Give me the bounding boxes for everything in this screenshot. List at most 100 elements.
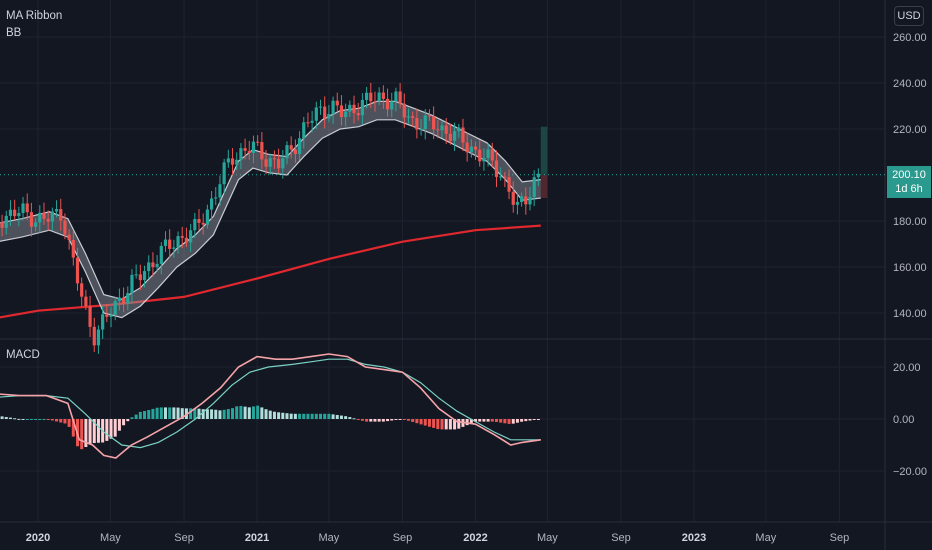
candle-body: [452, 131, 457, 141]
ma-long-line: [0, 224, 541, 319]
candle-body: [222, 162, 226, 185]
macd-histogram-bar: [360, 419, 364, 421]
candle-body: [323, 106, 327, 119]
candle-body: [226, 158, 230, 163]
macd-histogram-bar: [423, 419, 427, 426]
candle-body: [17, 212, 21, 217]
time-axis-label: 2022: [463, 532, 487, 544]
candle-body: [356, 113, 360, 116]
macd-histogram-bar: [310, 413, 314, 419]
candle-body: [193, 219, 197, 231]
macd-histogram-bar: [390, 419, 394, 421]
legend-macd[interactable]: MACD: [6, 349, 40, 361]
macd-histogram-bar: [214, 409, 218, 419]
candle-body: [29, 212, 34, 227]
macd-histogram-bar: [59, 419, 63, 423]
candles: [0, 82, 540, 354]
macd-histogram-bar: [356, 419, 360, 420]
candle-body: [406, 116, 411, 118]
macd-histogram-bar: [80, 419, 84, 450]
macd-histogram-bar: [323, 413, 327, 419]
candle-body: [293, 149, 297, 154]
currency-button[interactable]: USD: [894, 6, 924, 26]
candle-body: [423, 115, 427, 130]
candle-body: [432, 116, 436, 130]
last-price-label: 200.10 1d 6h: [887, 166, 931, 198]
candle-body: [25, 203, 29, 213]
macd-histogram-bar: [344, 416, 348, 419]
price-axis-label: 160.00: [893, 262, 927, 274]
candle-body: [494, 160, 499, 177]
macd-histogram-bar: [50, 419, 54, 421]
candle-body: [163, 239, 168, 246]
macd-histogram-bar: [511, 419, 515, 424]
macd-histogram-bar: [465, 419, 469, 426]
macd-histogram-bar: [520, 419, 524, 422]
macd-histogram-bar: [289, 413, 293, 419]
macd-histogram-bar: [331, 414, 335, 419]
candle-body: [473, 146, 478, 150]
price-axis-label: 140.00: [893, 308, 927, 320]
candle-body: [448, 133, 452, 141]
candle-body: [390, 101, 394, 110]
macd-histogram-bar: [231, 408, 235, 419]
candle-body: [201, 222, 205, 225]
candle-body: [92, 326, 96, 346]
macd-histogram-bar: [4, 416, 8, 419]
candle-body: [327, 113, 331, 119]
candle-body: [310, 120, 314, 123]
legend-ma-ribbon[interactable]: MA Ribbon: [6, 10, 63, 22]
macd-histogram-bar: [189, 408, 193, 419]
candle-body: [218, 184, 222, 198]
candle-body: [63, 220, 67, 235]
candle-body: [478, 149, 482, 162]
macd-histogram-bar: [277, 412, 281, 419]
macd-histogram-bar: [444, 419, 448, 430]
macd-histogram-bar: [218, 410, 222, 419]
candle-body: [113, 300, 117, 315]
macd-histogram-bar: [298, 413, 302, 419]
time-axis-label: May: [100, 532, 121, 544]
macd-histogram-bar: [369, 419, 373, 422]
candle-body: [369, 92, 373, 102]
candle-body: [331, 100, 335, 114]
macd-histogram-bar: [419, 419, 423, 425]
macd-histogram-bar: [474, 419, 478, 422]
macd-histogram-bar: [327, 413, 331, 419]
candle-body: [268, 158, 272, 167]
candle-body: [176, 236, 180, 248]
macd-histogram-bar: [264, 409, 268, 419]
candle-body: [302, 122, 306, 139]
macd-histogram-bar: [339, 415, 343, 419]
macd-histogram-bar: [469, 419, 473, 424]
macd-histogram-bar: [427, 419, 431, 427]
candle-body: [360, 99, 365, 116]
macd-histogram-bar: [478, 419, 482, 422]
grid-lines: [0, 0, 885, 522]
legend-bb[interactable]: BB: [6, 27, 22, 39]
macd-histogram-bar: [335, 414, 339, 419]
candle-body: [13, 209, 17, 217]
macd-histogram-bar: [29, 419, 33, 420]
candle-body: [59, 209, 63, 221]
candle-body: [251, 141, 256, 154]
candle-body: [84, 296, 88, 307]
candle-body: [306, 122, 310, 124]
candle-body: [524, 196, 528, 205]
macd-histogram-bar: [457, 419, 461, 429]
macd-histogram-bar: [406, 419, 410, 421]
candle-body: [381, 92, 385, 99]
macd-histogram-bar: [130, 417, 134, 419]
target-zone: [540, 126, 548, 175]
macd-histogram-bar: [415, 419, 419, 424]
price-axis-label: 260.00: [893, 32, 927, 44]
candle-body: [469, 146, 473, 153]
macd-histogram-bar: [126, 419, 130, 422]
macd-histogram-bar: [92, 419, 96, 444]
macd-histogram-bar: [38, 419, 42, 420]
time-axis-label: Sep: [830, 532, 850, 544]
candle-body: [297, 138, 302, 154]
candle-body: [4, 215, 8, 228]
candle-body: [159, 245, 163, 264]
